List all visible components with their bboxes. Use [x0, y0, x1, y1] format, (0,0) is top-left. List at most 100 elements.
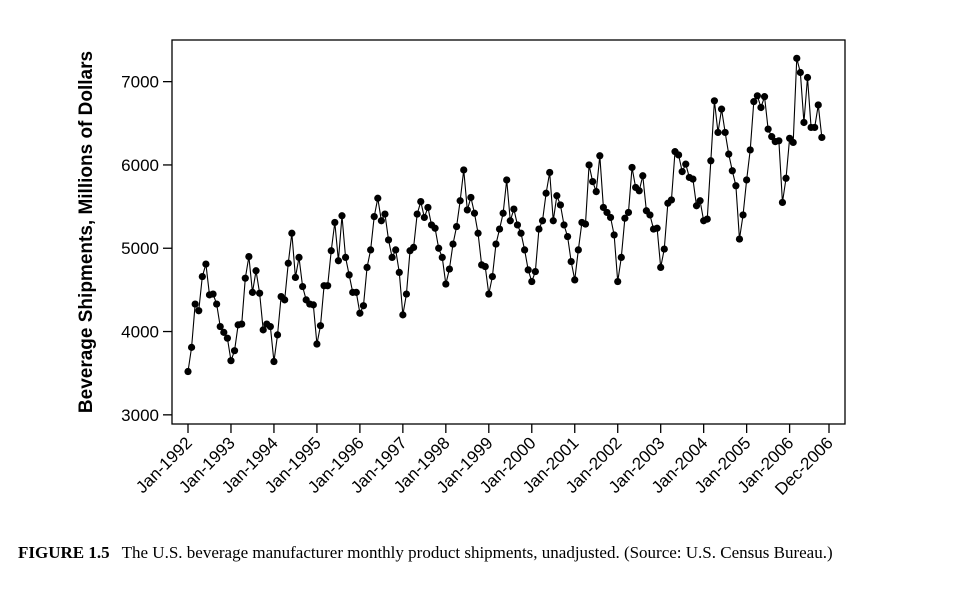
data-point — [682, 160, 690, 168]
data-point — [628, 163, 636, 172]
data-point — [460, 166, 468, 174]
data-point — [370, 212, 378, 221]
data-point — [581, 220, 590, 228]
data-point — [470, 209, 479, 217]
data-point — [753, 92, 761, 100]
data-point — [696, 197, 704, 205]
data-point — [198, 272, 206, 281]
data-point — [230, 347, 239, 355]
data-point — [535, 225, 543, 233]
data-point — [757, 103, 765, 112]
data-point — [395, 268, 403, 276]
data-point — [488, 272, 496, 281]
data-point — [707, 157, 715, 165]
data-point — [674, 151, 683, 159]
data-point — [560, 221, 568, 229]
data-point — [356, 309, 364, 317]
data-point — [574, 246, 582, 254]
data-point — [187, 343, 196, 351]
data-point — [513, 221, 522, 229]
data-point — [546, 168, 554, 177]
data-point — [384, 236, 393, 244]
data-point — [635, 187, 643, 195]
data-point — [542, 189, 550, 197]
data-point — [191, 300, 199, 308]
data-point — [567, 257, 575, 266]
data-point — [750, 98, 758, 106]
data-point — [474, 229, 482, 237]
data-point — [410, 243, 418, 252]
data-point — [495, 225, 504, 233]
data-point — [184, 367, 192, 376]
data-point — [248, 288, 257, 296]
data-point — [449, 240, 457, 248]
data-point — [220, 328, 228, 336]
data-point — [359, 302, 368, 310]
y-tick-label: 4000 — [121, 323, 159, 342]
y-axis-label: Beverage Shipments, Millions of Dollars — [76, 51, 97, 413]
data-point — [721, 128, 729, 137]
data-point — [392, 246, 400, 254]
data-point — [266, 322, 274, 331]
data-point — [213, 300, 221, 308]
data-point — [195, 307, 203, 315]
data-point — [431, 224, 439, 232]
data-point — [725, 150, 733, 158]
data-point — [367, 246, 375, 254]
data-point — [653, 224, 661, 232]
axes-group: 30004000500060007000Jan-1992Jan-1993Jan-… — [121, 39, 846, 499]
data-point — [782, 174, 790, 182]
data-point — [438, 253, 446, 262]
data-point — [291, 273, 300, 281]
data-point — [413, 210, 421, 218]
y-tick-label: 5000 — [121, 239, 159, 258]
data-point — [585, 161, 593, 169]
data-point — [814, 101, 822, 109]
data-point — [768, 133, 776, 141]
data-point — [481, 262, 489, 271]
data-point — [639, 172, 647, 180]
data-point — [402, 290, 411, 298]
data-point — [456, 197, 464, 205]
data-point — [259, 326, 267, 334]
figure-caption: FIGURE 1.5 The U.S. beverage manufacturer… — [18, 540, 948, 565]
data-point — [245, 252, 253, 261]
data-point — [327, 247, 335, 255]
data-point — [528, 277, 536, 286]
data-point — [316, 322, 325, 330]
data-point — [617, 253, 625, 262]
data-point — [374, 194, 382, 202]
data-point — [223, 334, 231, 342]
data-point — [728, 167, 736, 175]
data-point — [775, 137, 783, 145]
data-point — [417, 197, 425, 206]
data-point — [667, 196, 676, 204]
data-point — [288, 229, 296, 237]
data-point — [238, 320, 246, 328]
data-point — [796, 68, 804, 77]
data-point — [531, 267, 539, 276]
data-point — [692, 202, 701, 210]
data-point — [273, 331, 282, 339]
data-point — [485, 290, 493, 298]
data-point — [549, 217, 557, 225]
y-tick-label: 6000 — [121, 156, 159, 175]
data-point — [331, 218, 339, 227]
data-point — [789, 138, 797, 147]
data-point — [503, 176, 511, 184]
data-point — [445, 265, 454, 273]
data-point — [556, 201, 565, 209]
data-point — [467, 193, 475, 202]
data-point — [352, 288, 360, 296]
data-point — [764, 125, 772, 133]
data-point — [524, 266, 532, 274]
data-point — [589, 178, 597, 186]
data-point — [606, 213, 615, 222]
data-point — [324, 282, 332, 290]
data-point — [463, 206, 471, 214]
data-point — [452, 222, 461, 231]
data-point — [381, 210, 389, 218]
data-point — [710, 97, 719, 105]
data-point — [610, 231, 618, 239]
data-point — [399, 311, 407, 319]
